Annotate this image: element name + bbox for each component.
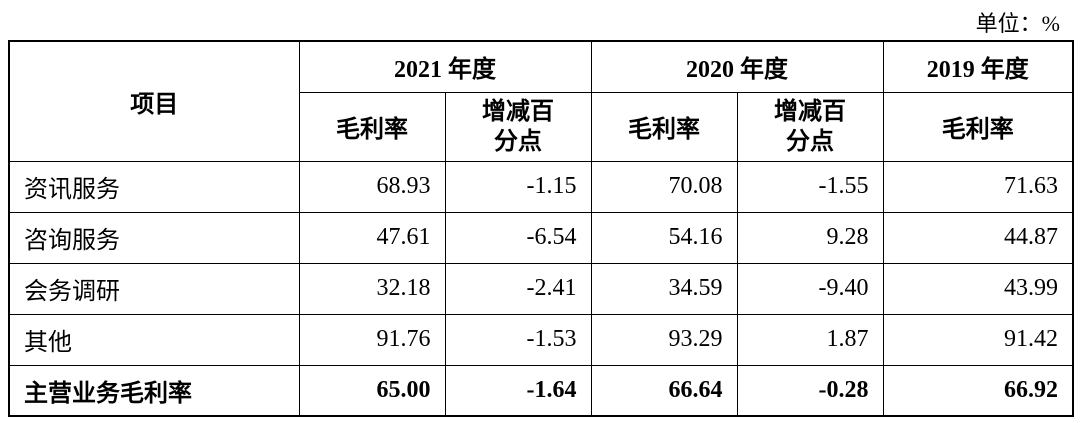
header-year: 2021 年度: [298, 40, 592, 93]
cell: 34.59: [590, 262, 738, 315]
header-item: 项目: [8, 40, 300, 162]
subheader-cell: 毛利率: [882, 91, 1074, 162]
cell: 68.93: [298, 160, 446, 213]
cell: -6.54: [444, 211, 592, 264]
cell: 93.29: [590, 313, 738, 366]
gross-margin-table: 项目 2021 年度 2020 年度 2019 年度 毛利率 增减百分点 毛利率 增减…: [8, 40, 1074, 417]
cell: 91.42: [882, 313, 1074, 366]
cell: 1.87: [736, 313, 884, 366]
subheader: 增减百分点: [773, 98, 846, 155]
cell: 47.61: [298, 211, 446, 264]
subheader-cell: 毛利率: [590, 91, 738, 162]
cell: -1.53: [444, 313, 592, 366]
row-label: 主营业务毛利率: [8, 364, 300, 417]
cell: 65.00: [298, 364, 446, 417]
subheader: 增减百分点: [481, 98, 554, 155]
cell: -1.15: [444, 160, 592, 213]
cell: 91.76: [298, 313, 446, 366]
subheader: 毛利率: [941, 117, 1014, 143]
cell: -2.41: [444, 262, 592, 315]
cell: 54.16: [590, 211, 738, 264]
cell: 70.08: [590, 160, 738, 213]
cell: -1.55: [736, 160, 884, 213]
table-row: 咨询服务 47.61 -6.54 54.16 9.28 44.87: [8, 211, 1074, 264]
table-row: 会务调研 32.18 -2.41 34.59 -9.40 43.99: [8, 262, 1074, 315]
cell: 9.28: [736, 211, 884, 264]
unit-label: 单位：%: [975, 11, 1060, 36]
row-label: 会务调研: [8, 262, 300, 315]
subheader-cell: 增减百分点: [444, 91, 592, 162]
table-row: 主营业务毛利率 65.00 -1.64 66.64 -0.28 66.92: [8, 364, 1074, 417]
cell: -1.64: [444, 364, 592, 417]
cell: 44.87: [882, 211, 1074, 264]
cell: 66.92: [882, 364, 1074, 417]
subheader: 毛利率: [628, 117, 700, 143]
table-row: 资讯服务 68.93 -1.15 70.08 -1.55 71.63: [8, 160, 1074, 213]
header-year: 2019 年度: [882, 40, 1074, 93]
row-label: 资讯服务: [8, 160, 300, 213]
row-label: 其他: [8, 313, 300, 366]
cell: 66.64: [590, 364, 738, 417]
subheader: 毛利率: [336, 117, 408, 143]
cell: -9.40: [736, 262, 884, 315]
table-row: 其他 91.76 -1.53 93.29 1.87 91.42: [8, 313, 1074, 366]
cell: 71.63: [882, 160, 1074, 213]
subheader-cell: 毛利率: [298, 91, 446, 162]
cell: 43.99: [882, 262, 1074, 315]
cell: 32.18: [298, 262, 446, 315]
header-year: 2020 年度: [590, 40, 884, 93]
row-label: 咨询服务: [8, 211, 300, 264]
subheader-cell: 增减百分点: [736, 91, 884, 162]
cell: -0.28: [736, 364, 884, 417]
